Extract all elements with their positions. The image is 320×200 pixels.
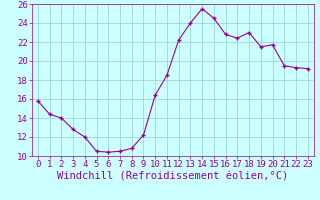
X-axis label: Windchill (Refroidissement éolien,°C): Windchill (Refroidissement éolien,°C) — [57, 172, 288, 182]
